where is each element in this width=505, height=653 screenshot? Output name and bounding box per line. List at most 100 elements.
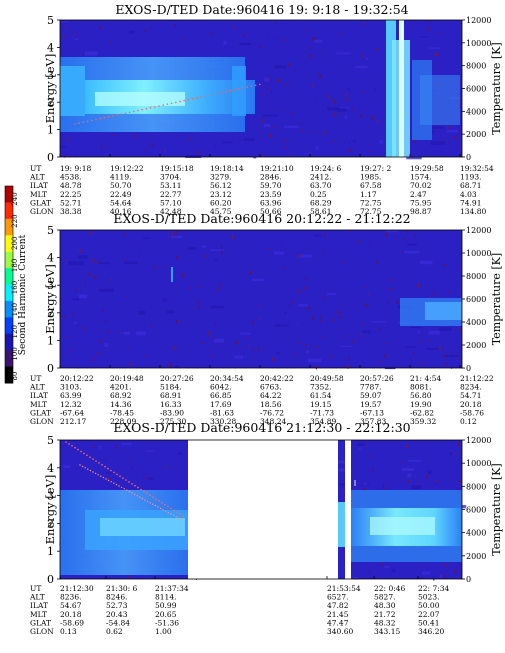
table-cell: 63.99: [60, 391, 82, 400]
temperature-point: [146, 492, 148, 495]
heatmap-cell: [422, 571, 431, 575]
y2-tick-label: 10000: [466, 249, 491, 258]
table-cell: 22: 0:46: [374, 584, 406, 593]
y-tick-label: 4: [47, 252, 54, 265]
temperature-point: [91, 119, 93, 122]
table-row-label: GLON: [30, 627, 54, 636]
temperature-point: [107, 479, 110, 482]
table-cell: 0.25: [310, 190, 327, 199]
heatmap-cell: [174, 365, 180, 368]
table-cell: 98.87: [410, 207, 432, 216]
heatmap-cell: [138, 310, 146, 315]
spectrum-burst: [386, 20, 396, 157]
y-axis-label: Energy [eV]: [43, 54, 57, 124]
heatmap-cell: [407, 473, 412, 478]
temperature-point: [87, 468, 89, 470]
colorbar-swatch: [5, 202, 13, 220]
heatmap-cell: [355, 65, 368, 69]
table-cell: 12.32: [60, 400, 82, 409]
y-axis-left: 0 1 2 3 4 5 Energy [eV]: [43, 434, 60, 586]
table-cell: 21: 4:54: [410, 374, 442, 383]
heatmap-cell: [213, 259, 218, 262]
temperature-point: [158, 105, 160, 107]
temperature-point: [107, 467, 109, 470]
temperature-point: [152, 503, 154, 505]
y2-tick-label: 6000: [466, 295, 486, 304]
y-axis-right: 0 2000 4000 6000 8000 10000 12000 Temperature […: [462, 436, 503, 584]
temperature-point: [123, 488, 125, 490]
y2-axis-label: Temperature [K]: [490, 463, 503, 555]
table-cell: 60.20: [210, 198, 232, 207]
temperature-point: [68, 443, 70, 445]
temperature-point: [144, 499, 146, 501]
table-cell: -76.72: [260, 408, 284, 417]
colorbar-blocks: [4, 185, 14, 384]
table-cell: 52.71: [60, 198, 81, 207]
spectrum-band-core: [370, 517, 435, 535]
y-tick-label: 0: [47, 362, 54, 375]
temperature-point: [154, 106, 156, 108]
temperature-point: [74, 123, 76, 125]
heatmap-cell: [274, 65, 287, 69]
heatmap-cell: [403, 251, 420, 254]
heatmap-cell: [188, 247, 196, 250]
table-cell: 21:12:30: [60, 584, 94, 593]
table-cell: 212.17: [60, 417, 86, 426]
panel-title: EXOS-D/TED Date:960416 19: 9:18 - 19:32:…: [115, 2, 408, 17]
table-cell: 48.32: [374, 618, 396, 627]
table-cell: 2412.: [310, 173, 331, 182]
y-tick-label: 1: [47, 545, 54, 558]
heatmap-cell: [363, 482, 368, 485]
heatmap-cell: [385, 230, 398, 233]
table-cell: 20:49:58: [310, 374, 344, 383]
table-cell: 52.73: [106, 601, 128, 610]
table-cell: 1.00: [155, 627, 172, 636]
panel-title: EXOS-D/TED Date:960416 20:12:22 - 21:12:…: [113, 211, 410, 226]
table-row-label: ILAT: [30, 181, 48, 190]
x-axis: [59, 576, 419, 579]
table-row-label: UT: [30, 164, 41, 173]
table-cell: 22.07: [418, 610, 440, 619]
heatmap-cell: [263, 123, 271, 127]
table-cell: 72.75: [360, 207, 382, 216]
table-cell: 19:21:10: [260, 164, 294, 173]
temperature-point: [170, 507, 172, 510]
heatmap-cell: [284, 125, 300, 129]
temperature-point: [187, 98, 190, 101]
temperature-point: [128, 481, 130, 483]
colorbar-swatch: [5, 317, 13, 335]
table-cell: -83.90: [160, 408, 184, 417]
table-cell: 68.29: [310, 198, 332, 207]
table-cell: 50.70: [110, 181, 132, 190]
spectrum-band-core: [100, 518, 185, 536]
temperature-point: [110, 481, 112, 483]
table-cell: 72.75: [360, 198, 382, 207]
y2-tick-label: 4000: [466, 318, 486, 327]
y-tick-label: 3: [47, 279, 54, 292]
heatmap-cell: [353, 140, 356, 143]
table-cell: 2.47: [410, 190, 427, 199]
temperature-point: [149, 494, 151, 497]
heatmap-cell: [60, 146, 67, 148]
table-cell: 58.61: [310, 207, 331, 216]
temperature-point: [161, 502, 163, 504]
table-cell: 19.15: [310, 400, 332, 409]
temperature-point: [92, 458, 94, 460]
temperature-point: [217, 92, 219, 95]
y-tick-label: 3: [47, 490, 54, 503]
heatmap-cell: [313, 234, 322, 237]
table-cell: 19: 9:18: [60, 164, 92, 173]
temperature-point: [167, 505, 169, 508]
temperature-point: [125, 479, 127, 481]
table-cell: 0.12: [460, 417, 477, 426]
heatmap-background: [60, 230, 462, 368]
table-cell: 19:18:14: [210, 164, 244, 173]
temperature-point: [86, 120, 89, 123]
heatmap-cell: [72, 298, 80, 301]
heatmap-cell: [419, 260, 433, 265]
heatmap-cell: [407, 243, 417, 246]
temperature-point: [95, 118, 97, 121]
temperature-point: [101, 464, 103, 466]
